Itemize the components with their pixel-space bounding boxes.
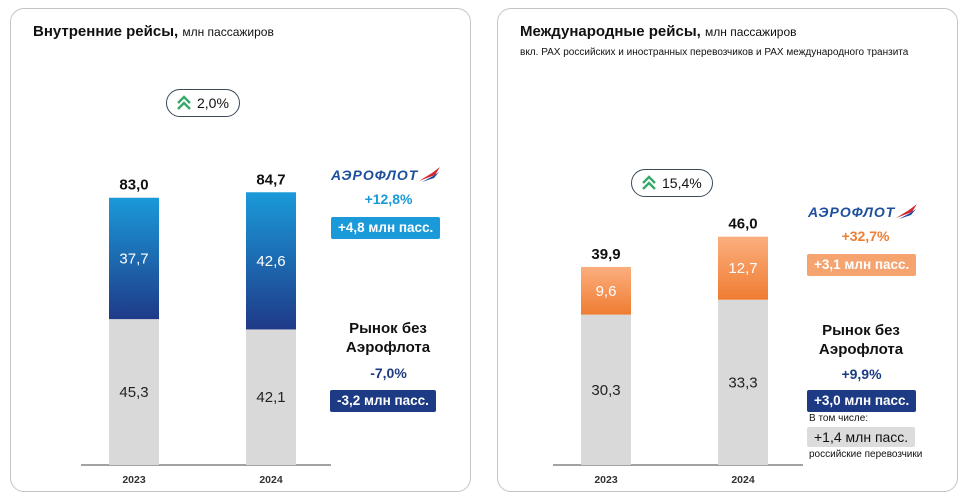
aeroflot-logo: АЭРОФЛОТ	[331, 166, 442, 184]
international-title-unit: млн пассажиров	[704, 25, 797, 39]
domestic-growth-value: 2,0%	[197, 95, 229, 111]
domestic-airline-delta-badge: +4,8 млн пасс.	[331, 217, 441, 239]
aeroflot-wings-icon	[419, 167, 441, 182]
domestic-growth-badge: 2,0%	[166, 89, 240, 117]
international-market-label-line1: Рынок без	[822, 322, 900, 339]
aeroflot-logo: АЭРОФЛОТ	[808, 203, 919, 221]
domestic-title: Внутренние рейсы, млн пассажиров	[33, 23, 274, 40]
international-value-label-market-2024: 33,3	[728, 374, 757, 391]
international-value-label-market-2023: 30,3	[591, 382, 620, 399]
international-market-label-line2: Аэрофлота	[818, 341, 904, 358]
domestic-value-label-aeroflot-2024: 42,6	[256, 253, 285, 270]
international-year-label-2023: 2023	[594, 474, 618, 486]
international-russian-label: российские перевозчики	[809, 449, 923, 460]
domestic-value-label-aeroflot-2023: 37,7	[119, 250, 148, 267]
international-bar-market-2023	[581, 314, 631, 465]
domestic-bar-market-2024	[246, 329, 296, 465]
domestic-bar-market-2023	[109, 319, 159, 465]
international-title: Международные рейсы, млн пассажиров	[520, 23, 797, 40]
international-bar-aeroflot-2024	[718, 236, 768, 300]
domestic-market-delta-badge: -3,2 млн пасс.	[330, 390, 436, 412]
domestic-value-label-market-2024: 42,1	[256, 389, 285, 406]
international-market-growth: +9,9%	[841, 366, 882, 382]
international-panel: Международные рейсы, млн пассажиров вкл.…	[497, 8, 958, 492]
international-value-label-aeroflot-2023: 9,6	[596, 283, 617, 300]
domestic-airline-growth: +12,8%	[364, 191, 413, 207]
domestic-market-label-line2: Аэрофлота	[345, 339, 431, 356]
international-incl-label: В том числе:	[809, 413, 869, 424]
international-total-label-2024: 46,0	[728, 216, 757, 233]
international-market-delta-badge: +3,0 млн пасс.	[807, 390, 917, 412]
domestic-market-growth: -7,0%	[370, 365, 407, 381]
domestic-market-label-line1: Рынок без	[349, 320, 427, 337]
international-year-label-2024: 2024	[731, 474, 755, 486]
domestic-panel: Внутренние рейсы, млн пассажиров 45,3 37,…	[10, 8, 471, 492]
international-bar-aeroflot-2023	[581, 266, 631, 315]
domestic-title-unit: млн пассажиров	[182, 25, 274, 39]
international-bar-market-2024	[718, 299, 768, 465]
domestic-bar-aeroflot-2024	[246, 192, 296, 330]
domestic-value-label-market-2023: 45,3	[119, 384, 148, 401]
international-russian-delta-badge: +1,4 млн пасс.	[807, 427, 916, 447]
domestic-title-text: Внутренние рейсы,	[33, 23, 179, 40]
double-chevron-up-icon	[642, 175, 656, 190]
double-chevron-up-icon	[177, 95, 191, 110]
international-title-text: Международные рейсы,	[520, 23, 701, 40]
international-chart: 30,3 9,6 39,9 2023 33,3 12,7 46,0 2024	[553, 216, 803, 486]
international-airline-delta-badge: +3,1 млн пасс.	[807, 254, 917, 276]
aeroflot-logo-text: АЭРОФЛОТ	[331, 167, 419, 183]
domestic-chart: 45,3 37,7 83,0 2023 42,1 42,6 84,7 2024	[81, 171, 331, 486]
domestic-total-label-2024: 84,7	[256, 171, 285, 188]
international-growth-badge: 15,4%	[631, 169, 713, 197]
international-value-label-aeroflot-2024: 12,7	[728, 260, 757, 277]
international-subtitle: вкл. PAX российских и иностранных перево…	[520, 47, 909, 58]
international-airline-growth: +32,7%	[841, 228, 890, 244]
domestic-total-label-2023: 83,0	[119, 177, 148, 194]
international-total-label-2023: 39,9	[591, 246, 620, 263]
international-growth-value: 15,4%	[662, 175, 702, 191]
domestic-market-label: Рынок без Аэрофлота	[323, 319, 453, 357]
aeroflot-logo-text: АЭРОФЛОТ	[808, 204, 896, 220]
domestic-year-label-2024: 2024	[259, 474, 283, 486]
domestic-bar-aeroflot-2023	[109, 197, 159, 320]
international-market-label: Рынок без Аэрофлота	[796, 321, 926, 359]
domestic-year-label-2023: 2023	[122, 474, 146, 486]
aeroflot-wings-icon	[896, 204, 918, 219]
